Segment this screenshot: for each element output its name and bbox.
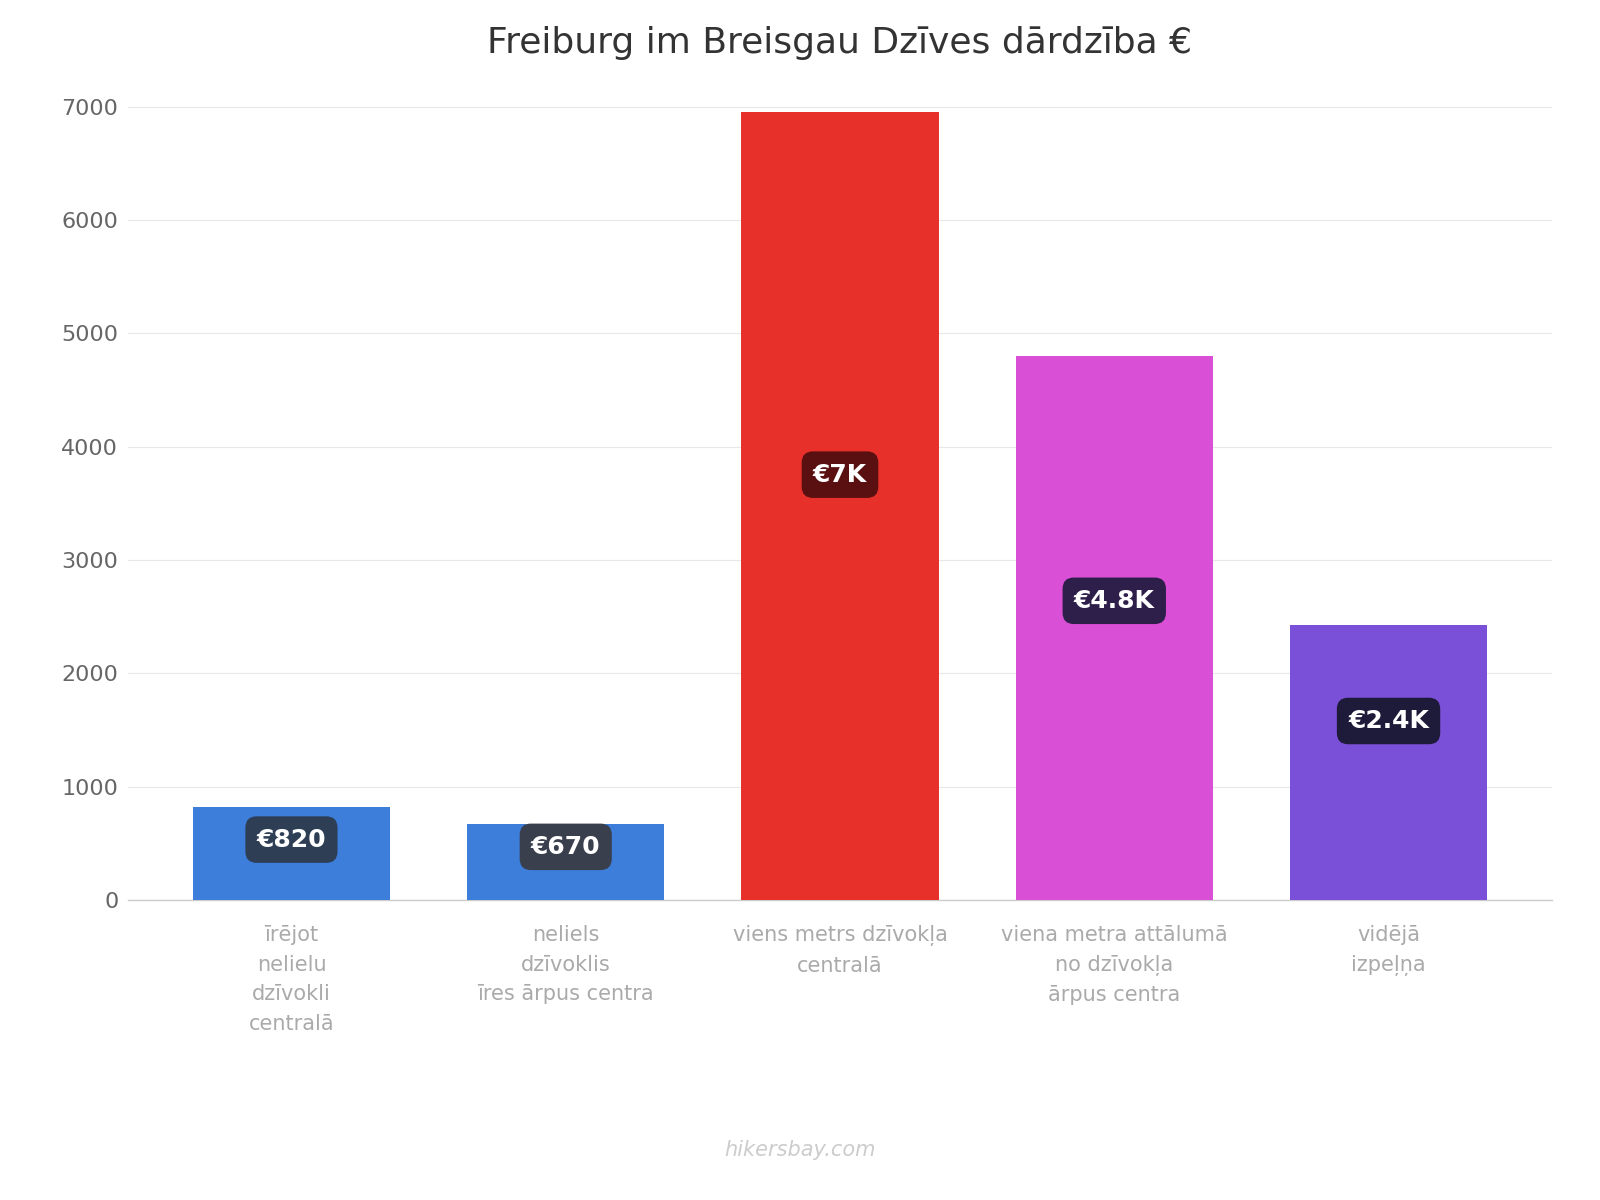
Bar [467, 824, 664, 900]
Text: hikersbay.com: hikersbay.com [725, 1140, 875, 1159]
Text: €7K: €7K [813, 463, 867, 487]
Bar [1290, 624, 1488, 900]
Bar [741, 113, 939, 900]
Text: €2.4K: €2.4K [1349, 709, 1429, 733]
Text: €4.8K: €4.8K [1074, 589, 1155, 613]
Bar [1016, 356, 1213, 900]
Text: €670: €670 [531, 835, 600, 859]
Text: €820: €820 [256, 828, 326, 852]
Bar [192, 808, 390, 900]
Title: Freiburg im Breisgau Dzīves dārdzība €: Freiburg im Breisgau Dzīves dārdzība € [488, 26, 1192, 60]
